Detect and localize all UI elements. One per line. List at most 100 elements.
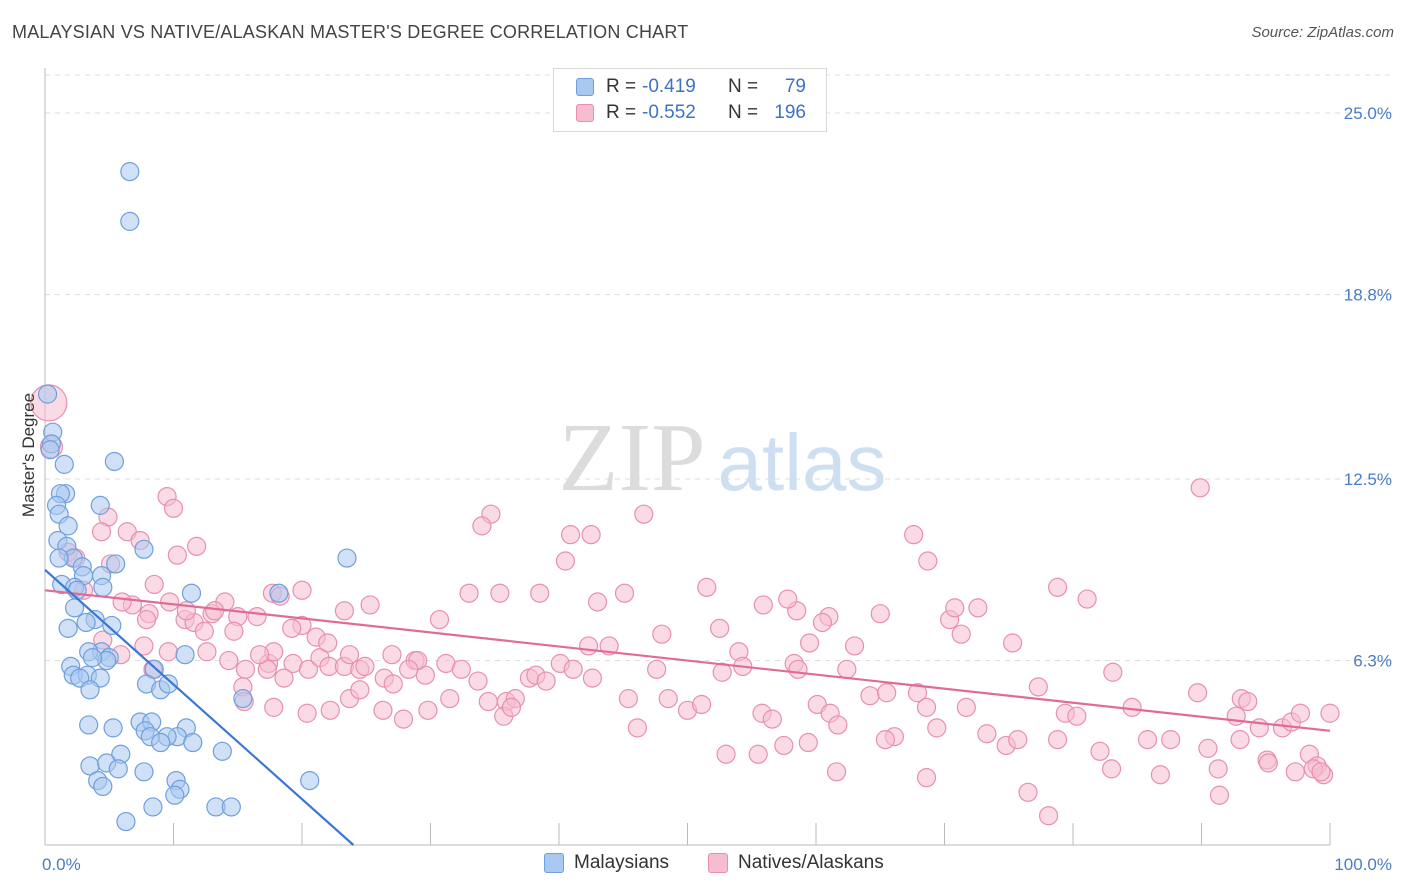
native-point — [1067, 706, 1087, 726]
legend-swatch-malaysians — [576, 78, 594, 96]
native-point — [472, 516, 492, 536]
native-point — [1226, 706, 1246, 726]
malaysian-point — [300, 770, 320, 791]
malaysian-point — [93, 577, 113, 597]
native-point — [1198, 738, 1218, 758]
native-point — [578, 636, 599, 656]
native-point — [393, 709, 414, 729]
malaysian-point — [183, 732, 203, 753]
x-tick-label: 0.0% — [42, 855, 81, 874]
native-point — [875, 730, 895, 750]
native-point — [1209, 785, 1230, 805]
bottom-legend-swatch-malaysians — [544, 853, 564, 873]
watermark-atlas: atlas — [718, 418, 887, 507]
native-point — [194, 621, 214, 641]
native-point — [274, 668, 294, 688]
malaysian-trendline — [44, 568, 355, 846]
malaysian-point — [80, 680, 100, 700]
legend-r-label: R = — [606, 102, 637, 123]
native-point — [581, 525, 601, 545]
malaysian-point — [134, 762, 154, 782]
native-point — [1047, 577, 1068, 597]
native-point — [968, 598, 988, 618]
native-point — [468, 671, 488, 691]
native-point — [1028, 677, 1048, 697]
native-point — [778, 589, 798, 609]
native-point — [1161, 730, 1181, 750]
native-point — [762, 709, 782, 729]
native-point — [373, 700, 393, 720]
malaysian-point — [221, 797, 241, 817]
native-point — [844, 636, 865, 656]
native-point — [429, 609, 450, 630]
malaysian-point — [49, 548, 69, 568]
native-point — [647, 659, 667, 679]
y-tick-label: 18.8% — [1344, 286, 1392, 305]
y-tick-label: 25.0% — [1344, 104, 1392, 123]
native-point — [459, 583, 479, 603]
native-point — [907, 683, 928, 703]
native-point — [627, 718, 647, 738]
native-point — [224, 621, 244, 641]
legend-n-label: N = — [728, 76, 759, 97]
malaysian-point — [67, 580, 87, 600]
native-point — [799, 633, 820, 653]
native-point — [360, 595, 380, 615]
native-point — [134, 636, 154, 656]
native-point — [297, 703, 317, 723]
native-point — [1230, 730, 1250, 750]
native-point — [451, 659, 471, 679]
legend-n-value: 196 — [774, 102, 806, 123]
malaysian-point — [106, 554, 126, 574]
malaysian-point — [54, 454, 74, 474]
native-point — [916, 697, 937, 717]
malaysian-point — [79, 715, 99, 735]
native-points — [30, 384, 1340, 826]
legend-swatch-natives — [576, 104, 594, 122]
chart-source: Source: ZipAtlas.com — [1251, 24, 1394, 41]
malaysian-point — [40, 440, 60, 460]
native-point — [951, 624, 971, 644]
malaysian-points — [37, 162, 357, 832]
malaysian-point — [143, 797, 163, 817]
legend-r-label: R = — [606, 76, 637, 97]
native-point — [697, 577, 717, 597]
native-point — [1101, 759, 1122, 779]
malaysian-point — [337, 548, 357, 568]
legend-n-label: N = — [728, 102, 759, 123]
native-point — [219, 650, 239, 671]
native-point — [1290, 703, 1311, 723]
bottom-legend-swatch-natives — [708, 853, 728, 873]
native-point — [187, 536, 207, 556]
native-point — [812, 612, 833, 633]
native-point — [1008, 730, 1028, 750]
malaysian-point — [269, 583, 289, 603]
native-point — [478, 691, 498, 712]
native-point — [144, 574, 164, 595]
bottom-legend: Malaysians Natives/Alaskans — [0, 852, 1406, 878]
native-point — [710, 618, 730, 638]
native-point — [956, 697, 976, 717]
native-point — [1320, 703, 1340, 723]
native-point — [634, 504, 654, 524]
native-point — [1137, 730, 1158, 750]
malaysian-point — [120, 211, 140, 231]
native-point — [163, 498, 184, 518]
grid — [45, 74, 1392, 662]
native-point — [1208, 759, 1228, 779]
native-point — [788, 659, 808, 679]
native-point — [339, 645, 360, 665]
bottom-legend-label-malaysians: Malaysians — [574, 852, 670, 873]
native-point — [860, 686, 880, 706]
malaysian-point — [37, 384, 58, 404]
native-point — [716, 744, 736, 764]
native-point — [587, 592, 608, 612]
native-point — [1090, 741, 1110, 761]
native-point — [1238, 691, 1258, 712]
native-point — [918, 551, 938, 571]
malaysian-point — [158, 674, 178, 694]
native-point — [440, 689, 460, 709]
malaysian-point — [233, 689, 253, 709]
native-point — [692, 694, 712, 715]
